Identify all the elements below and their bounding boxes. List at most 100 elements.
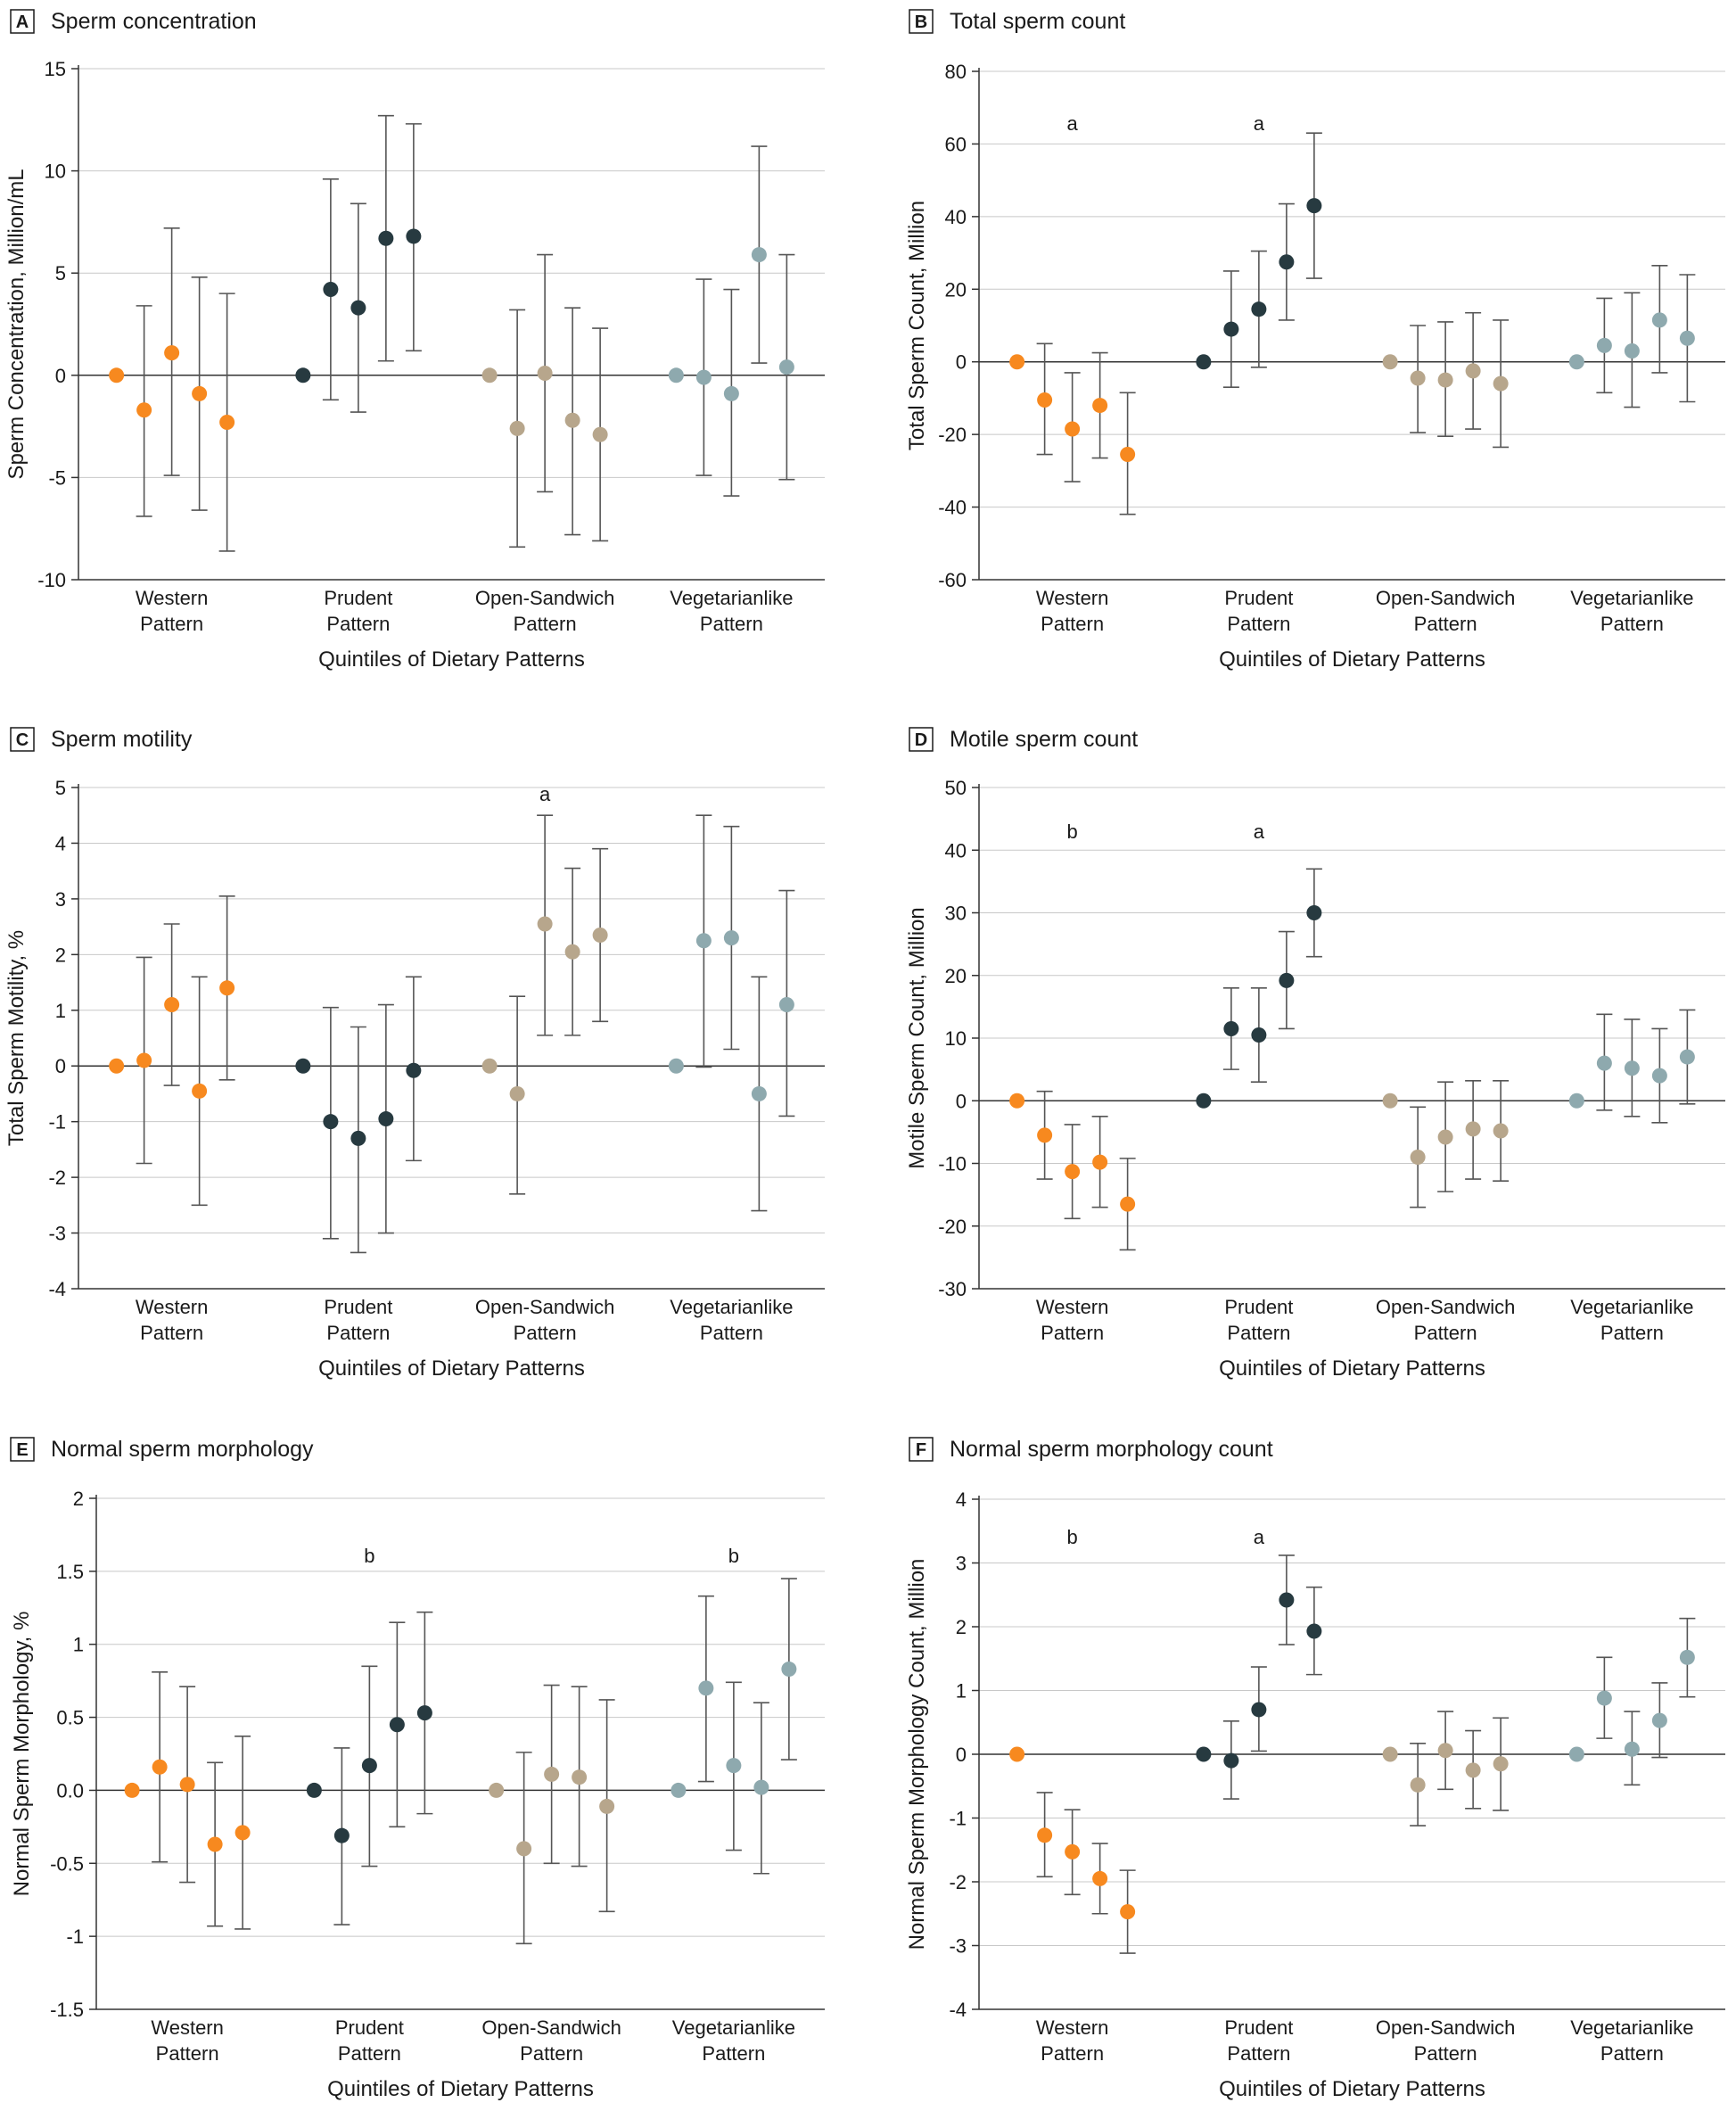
y-tick-label: -4 bbox=[48, 1278, 66, 1300]
y-tick-label: 4 bbox=[956, 1488, 967, 1511]
y-tick-label: 1 bbox=[55, 1000, 66, 1022]
open-sandwich-pattern-point bbox=[509, 420, 525, 436]
y-axis-title: Normal Sperm Morphology, % bbox=[10, 1612, 34, 1897]
prudent-pattern-point bbox=[295, 1058, 311, 1074]
y-tick-label: -2 bbox=[949, 1871, 967, 1893]
y-tick-label: -0.5 bbox=[50, 1852, 84, 1875]
x-axis-title: Quintiles of Dietary Patterns bbox=[318, 1356, 585, 1381]
y-tick-label: 1 bbox=[73, 1634, 84, 1656]
vegetarianlike-pattern-point bbox=[1596, 337, 1612, 353]
open-sandwich-pattern-point bbox=[537, 366, 553, 382]
x-axis-title: Quintiles of Dietary Patterns bbox=[318, 647, 585, 672]
panel-letter: A bbox=[16, 12, 29, 32]
category-label: Pattern bbox=[514, 613, 577, 635]
prudent-pattern-point bbox=[1223, 1752, 1239, 1769]
prudent-pattern-point bbox=[1196, 1093, 1212, 1109]
y-tick-label: 15 bbox=[45, 58, 66, 80]
prudent-pattern-point bbox=[1251, 1027, 1267, 1043]
open-sandwich-pattern-point bbox=[1437, 1743, 1453, 1759]
category-label: Prudent bbox=[324, 1296, 392, 1318]
prudent-pattern-point bbox=[406, 228, 422, 244]
western-pattern-point bbox=[152, 1759, 168, 1775]
western-pattern-point bbox=[1065, 421, 1081, 437]
western-pattern-point bbox=[1037, 1127, 1053, 1143]
vegetarianlike-pattern-point bbox=[1596, 1690, 1612, 1706]
y-axis-title: Total Sperm Count, Million bbox=[905, 201, 929, 450]
y-axis-title: Normal Sperm Morphology Count, Million bbox=[905, 1559, 929, 1950]
category-label: Pattern bbox=[1600, 1322, 1664, 1344]
category-label: Pattern bbox=[156, 2042, 219, 2065]
y-tick-label: 40 bbox=[945, 206, 967, 228]
western-pattern-point bbox=[136, 402, 152, 418]
vegetarianlike-pattern-point bbox=[1624, 343, 1640, 359]
significance-label: a bbox=[1254, 1526, 1265, 1548]
vegetarianlike-pattern-point bbox=[1568, 1746, 1584, 1762]
western-pattern-point bbox=[179, 1777, 195, 1793]
open-sandwich-pattern-point bbox=[489, 1782, 505, 1798]
open-sandwich-pattern-point bbox=[1437, 1129, 1453, 1145]
category-label: Pattern bbox=[140, 1322, 203, 1344]
panel-letter: F bbox=[916, 1440, 926, 1460]
category-label: Open-Sandwich bbox=[1376, 587, 1516, 609]
category-label: Vegetarianlike bbox=[1570, 1296, 1693, 1318]
category-label: Prudent bbox=[1224, 2016, 1293, 2039]
prudent-pattern-point bbox=[350, 300, 366, 316]
open-sandwich-pattern-point bbox=[509, 1085, 525, 1101]
y-tick-label: 0.0 bbox=[56, 1779, 84, 1802]
significance-label: b bbox=[1067, 820, 1078, 843]
prudent-pattern-point bbox=[1223, 321, 1239, 337]
prudent-pattern-point bbox=[416, 1705, 432, 1721]
vegetarianlike-pattern-point bbox=[1651, 1712, 1667, 1728]
y-tick-label: 1.5 bbox=[56, 1561, 84, 1583]
y-tick-label: -20 bbox=[938, 424, 967, 446]
y-tick-label: 2 bbox=[55, 944, 66, 966]
vegetarianlike-pattern-point bbox=[1679, 330, 1695, 346]
vegetarianlike-pattern-point bbox=[1624, 1741, 1640, 1757]
category-label: Vegetarianlike bbox=[1570, 2016, 1693, 2039]
y-tick-label: -10 bbox=[37, 569, 66, 591]
category-label: Pattern bbox=[514, 1322, 577, 1344]
significance-label: a bbox=[1254, 820, 1265, 843]
y-tick-label: 20 bbox=[945, 278, 967, 301]
y-tick-label: 10 bbox=[45, 161, 66, 183]
western-pattern-point bbox=[1092, 398, 1108, 414]
y-tick-label: -3 bbox=[949, 1935, 967, 1958]
western-pattern-point bbox=[164, 345, 180, 361]
open-sandwich-pattern-point bbox=[1382, 354, 1398, 370]
panel-letter-box bbox=[909, 9, 934, 34]
y-tick-label: 0 bbox=[55, 365, 66, 387]
y-tick-label: -40 bbox=[938, 497, 967, 519]
category-label: Open-Sandwich bbox=[481, 2016, 621, 2039]
vegetarianlike-pattern-point bbox=[1568, 1093, 1584, 1109]
y-tick-label: -5 bbox=[48, 466, 66, 489]
category-label: Pattern bbox=[1414, 2042, 1477, 2065]
category-label: Vegetarianlike bbox=[672, 2016, 795, 2039]
western-pattern-point bbox=[1120, 1904, 1136, 1920]
vegetarianlike-pattern-point bbox=[751, 247, 767, 263]
vegetarianlike-pattern-point bbox=[1679, 1049, 1695, 1065]
y-tick-label: 20 bbox=[945, 965, 967, 987]
category-label: Western bbox=[1036, 1296, 1109, 1318]
category-label: Pattern bbox=[1041, 613, 1104, 635]
category-label: Pattern bbox=[326, 613, 390, 635]
prudent-pattern-point bbox=[361, 1758, 377, 1774]
open-sandwich-pattern-point bbox=[1410, 1777, 1426, 1793]
vegetarianlike-pattern-point bbox=[1651, 312, 1667, 328]
western-pattern-point bbox=[1009, 1746, 1025, 1762]
category-label: Open-Sandwich bbox=[1376, 2016, 1516, 2039]
prudent-pattern-point bbox=[1306, 198, 1322, 214]
prudent-pattern-point bbox=[378, 1111, 394, 1127]
western-pattern-point bbox=[192, 385, 208, 401]
vegetarianlike-pattern-point bbox=[1596, 1055, 1612, 1071]
open-sandwich-pattern-point bbox=[1493, 375, 1509, 392]
western-pattern-point bbox=[164, 997, 180, 1013]
open-sandwich-pattern-point bbox=[1493, 1123, 1509, 1139]
category-label: Pattern bbox=[520, 2042, 583, 2065]
western-pattern-point bbox=[124, 1782, 140, 1798]
category-label: Open-Sandwich bbox=[475, 1296, 615, 1318]
y-tick-label: 40 bbox=[945, 839, 967, 862]
significance-label: a bbox=[539, 783, 551, 805]
prudent-pattern-point bbox=[1251, 301, 1267, 317]
panel-c: C Sperm motility 5 4 3 2 1 0 -1 -2 -3 -4 Total Sperm… bbox=[4, 727, 825, 1381]
